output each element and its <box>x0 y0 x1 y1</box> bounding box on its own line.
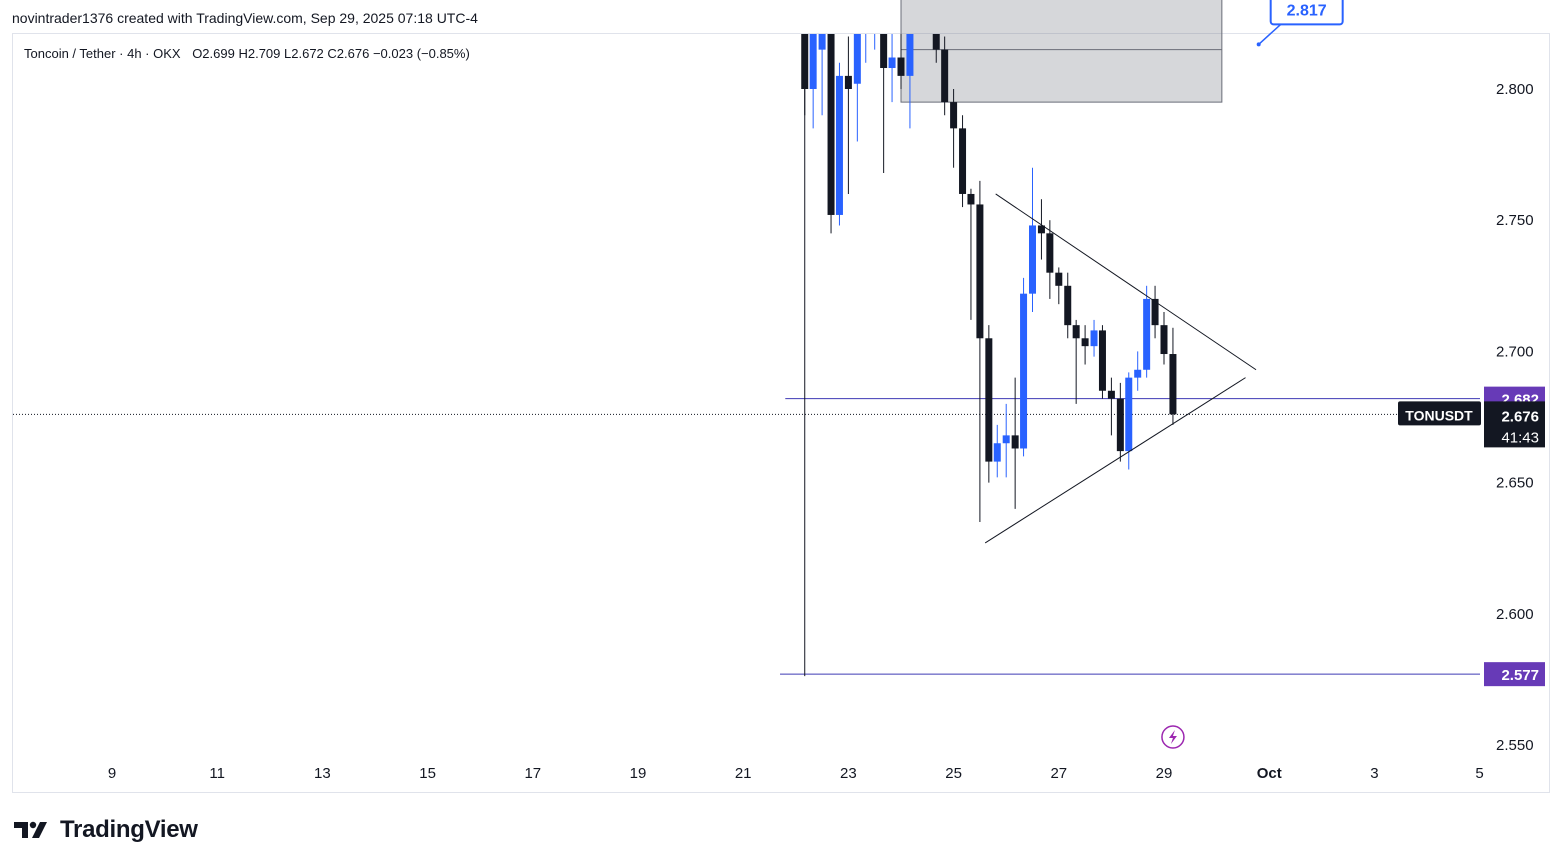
badge-2577 <box>1484 662 1545 687</box>
candle-18 <box>932 34 940 50</box>
tradingview-logo-icon <box>14 821 47 838</box>
lightning-icon-glyph <box>1168 730 1177 744</box>
candle-39 <box>1116 398 1124 452</box>
candles-group <box>801 10 1177 522</box>
y-tick-label: 2.600 <box>1496 606 1534 623</box>
chart-frame[interactable] <box>12 33 1550 793</box>
candle-24 <box>985 338 993 462</box>
candle-36 <box>1090 330 1098 347</box>
x-tick-label: 25 <box>945 765 962 782</box>
tradingview-logo[interactable]: TradingView <box>14 816 198 844</box>
header-attribution: novintrader1376 created with TradingView… <box>12 10 478 26</box>
x-tick-label: 13 <box>314 765 331 782</box>
callout-2817-label: 2.817 <box>1287 2 1327 19</box>
x-tick-label: 15 <box>419 765 436 782</box>
x-tick-label: 29 <box>1156 765 1173 782</box>
candle-7 <box>835 75 843 215</box>
candle-19 <box>941 49 949 103</box>
candle-13 <box>888 57 896 69</box>
candle-10 <box>862 23 869 31</box>
y-tick-label: 2.650 <box>1496 475 1534 492</box>
legend-low: L2.672 <box>284 46 324 61</box>
callout-2817-anchor <box>1256 42 1261 47</box>
legend-high: H2.709 <box>238 46 281 61</box>
candle-3 <box>801 34 809 89</box>
y-tick-label: 2.700 <box>1496 343 1534 360</box>
candle-12 <box>880 34 888 69</box>
triangle-lower-line <box>984 377 1246 544</box>
chart-legend: Toncoin / Tether · 4h · OKX O2.699 H2.70… <box>24 46 470 61</box>
candle-26 <box>1002 435 1010 444</box>
symbol-badge-label: TONUSDT <box>1405 407 1473 423</box>
candle-4 <box>809 34 817 89</box>
candle-31 <box>1046 233 1054 273</box>
candle-8 <box>844 75 852 89</box>
tradingview-logo-text: TradingView <box>60 816 198 843</box>
x-tick-label: 19 <box>630 765 647 782</box>
candle-45 <box>1169 354 1177 415</box>
legend-close: C2.676 <box>327 46 370 61</box>
candle-29 <box>1029 225 1036 294</box>
x-tick-label: 27 <box>1050 765 1067 782</box>
badge-2676-label: 2.676 <box>1501 408 1539 425</box>
x-tick-label: Oct <box>1257 765 1282 782</box>
candle-9 <box>853 34 861 84</box>
candle-11 <box>871 10 878 23</box>
candle-32 <box>1055 272 1063 286</box>
candle-28 <box>1020 293 1028 449</box>
candle-6 <box>827 34 835 215</box>
candle-43 <box>1151 298 1159 326</box>
badge-2577-label: 2.577 <box>1501 667 1539 684</box>
x-tick-label: 11 <box>209 765 225 782</box>
candle-33 <box>1064 285 1072 326</box>
candle-38 <box>1107 390 1115 399</box>
candle-23 <box>976 204 984 339</box>
gray-zone <box>900 0 1223 103</box>
x-tick-label: 3 <box>1370 765 1378 782</box>
callout-2817-pointer <box>1258 23 1282 45</box>
badge-2676-countdown: 41:43 <box>1501 429 1539 446</box>
triangle-upper-line <box>995 193 1257 371</box>
y-tick-label: 2.800 <box>1496 81 1534 98</box>
candle-42 <box>1143 298 1151 370</box>
candle-34 <box>1072 325 1080 339</box>
badge-2676 <box>1484 401 1545 448</box>
candle-25 <box>993 443 1001 462</box>
candle-30 <box>1037 225 1045 234</box>
legend-symbol: Toncoin / Tether · 4h · OKX <box>24 46 181 61</box>
candle-37 <box>1098 330 1106 391</box>
legend-change: −0.023 (−0.85%) <box>372 46 470 61</box>
candle-22 <box>967 193 975 205</box>
candle-20 <box>950 102 958 129</box>
callout-2817-box <box>1269 0 1344 26</box>
candle-21 <box>959 128 967 194</box>
candle-27 <box>1011 435 1019 449</box>
candle-15 <box>906 34 914 76</box>
y-tick-label: 2.750 <box>1496 212 1534 229</box>
x-tick-label: 5 <box>1475 765 1483 782</box>
candle-5 <box>818 34 826 50</box>
symbol-badge <box>1398 401 1481 426</box>
candle-41 <box>1134 369 1142 378</box>
x-tick-label: 21 <box>735 765 752 782</box>
candle-14 <box>897 57 905 76</box>
candle-40 <box>1125 377 1133 452</box>
candle-35 <box>1081 338 1089 347</box>
x-tick-label: 9 <box>108 765 116 782</box>
y-tick-label: 2.550 <box>1496 737 1534 754</box>
x-tick-label: 23 <box>840 765 857 782</box>
legend-open: O2.699 <box>192 46 235 61</box>
x-tick-label: 17 <box>524 765 541 782</box>
candle-44 <box>1160 325 1168 355</box>
